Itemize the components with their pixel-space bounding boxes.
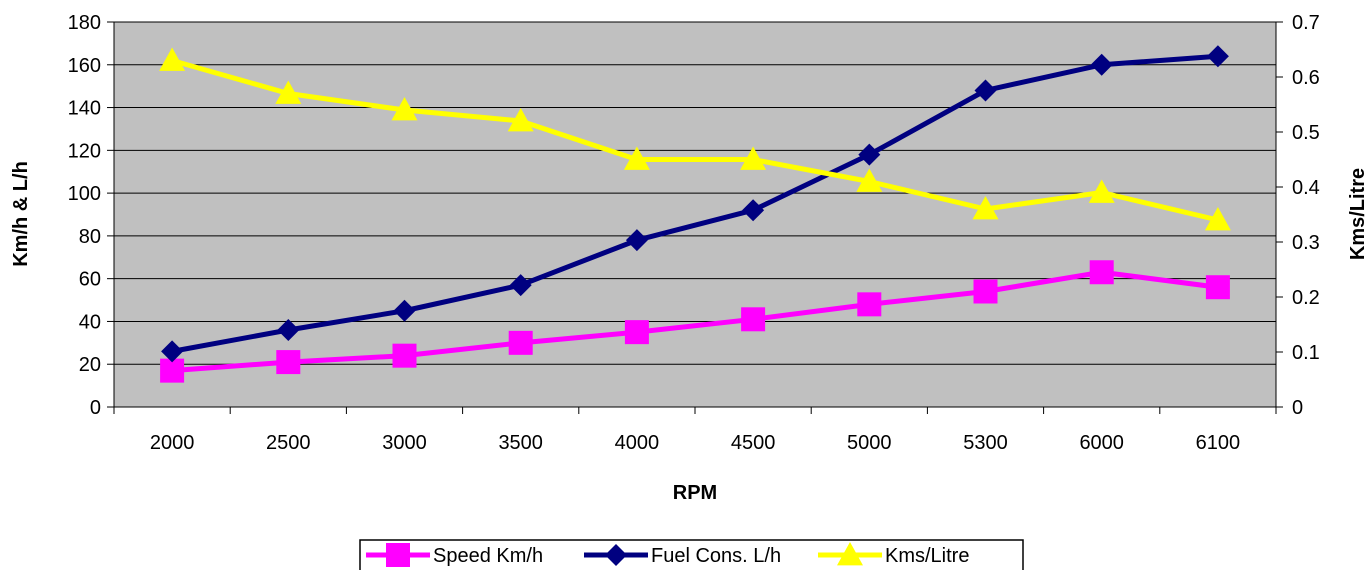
y2-axis-title: Kms/Litre [1347, 168, 1369, 260]
left-y-ticks: 0 20 40 60 80 100 120 140 160 180 [68, 12, 114, 419]
y-tick-label: 20 [79, 354, 101, 376]
fuel-cons-l-h-legend-label: Fuel Cons. L/h [651, 545, 781, 567]
speed-km-h-point [276, 350, 300, 374]
y-axis-title: Km/h & L/h [10, 161, 32, 267]
y2-tick-label: 0.5 [1292, 122, 1320, 144]
legend: Speed Km/h Fuel Cons. L/h Kms/Litre [360, 540, 1023, 570]
y-tick-label: 80 [79, 226, 101, 248]
y2-tick-label: 0 [1292, 397, 1303, 419]
speed-km-h-point [857, 292, 881, 316]
speed-km-h-legend-marker [386, 543, 410, 567]
x-tick-label: 5000 [847, 432, 892, 454]
x-ticks: 2000 2500 3000 3500 4000 4500 5000 5300 6000 6100 [114, 407, 1276, 454]
y-tick-label: 0 [90, 397, 101, 419]
y-tick-label: 140 [68, 98, 101, 120]
speed-km-h-point [393, 344, 417, 368]
y2-tick-label: 0.3 [1292, 232, 1320, 254]
x-tick-label: 4500 [731, 432, 776, 454]
x-tick-label: 2500 [266, 432, 311, 454]
plot-background [114, 22, 1276, 407]
speed-km-h-point [1090, 260, 1114, 284]
x-tick-label: 3000 [382, 432, 427, 454]
right-y-ticks: 0 0.1 0.2 0.3 0.4 0.5 0.6 0.7 [1276, 12, 1320, 419]
y2-tick-label: 0.4 [1292, 177, 1320, 199]
y-tick-label: 40 [79, 311, 101, 333]
x-tick-label: 6100 [1196, 432, 1241, 454]
x-axis-title: RPM [673, 482, 717, 504]
y-tick-label: 180 [68, 12, 101, 34]
y-tick-label: 120 [68, 140, 101, 162]
speed-km-h-point [509, 331, 533, 355]
speed-km-h-point [625, 320, 649, 344]
y-tick-label: 60 [79, 269, 101, 291]
x-tick-label: 6000 [1079, 432, 1124, 454]
y-tick-label: 100 [68, 183, 101, 205]
y2-tick-label: 0.7 [1292, 12, 1320, 34]
speed-km-h-point [974, 280, 998, 304]
y2-tick-label: 0.1 [1292, 342, 1320, 364]
speed-km-h-point [1206, 275, 1230, 299]
y-tick-label: 160 [68, 55, 101, 77]
speed-km-h-point [741, 307, 765, 331]
x-tick-label: 5300 [963, 432, 1008, 454]
x-tick-label: 4000 [615, 432, 660, 454]
y2-tick-label: 0.6 [1292, 67, 1320, 89]
kms-litre-legend-label: Kms/Litre [885, 545, 969, 567]
x-tick-label: 2000 [150, 432, 195, 454]
plot-area [114, 22, 1276, 407]
speed-km-h-legend-label: Speed Km/h [433, 545, 543, 567]
x-tick-label: 3500 [498, 432, 543, 454]
y2-tick-label: 0.2 [1292, 287, 1320, 309]
